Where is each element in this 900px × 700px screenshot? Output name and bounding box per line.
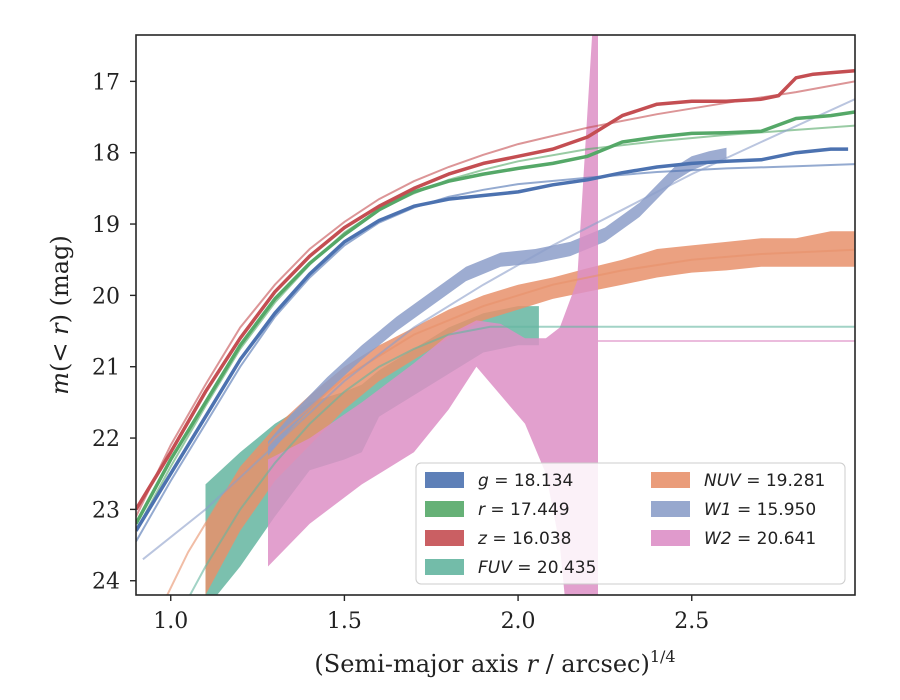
legend-label-nuv: NUV = 19.281 xyxy=(704,471,825,491)
series-layer xyxy=(136,35,855,595)
y-tick-label: 23 xyxy=(92,498,120,523)
legend-label-fuv: FUV = 20.435 xyxy=(478,558,596,578)
band-w1 xyxy=(268,147,727,456)
x-tick-label: 1.0 xyxy=(153,609,188,634)
model-line-fuv xyxy=(188,325,855,595)
legend-label-w2: W2 = 20.641 xyxy=(704,529,816,549)
plot-frame xyxy=(135,34,856,596)
y-tick-label: 21 xyxy=(92,356,120,381)
model-line-z xyxy=(136,80,855,517)
data-line-r xyxy=(136,110,855,525)
legend-swatch-fuv xyxy=(425,559,464,575)
legend-box xyxy=(415,462,846,585)
legend-swatch-nuv xyxy=(651,472,690,488)
x-axis-title: (Semi-major axis r / arcsec)1/4 xyxy=(314,647,675,678)
legend-label-r: r = 17.449 xyxy=(478,500,570,520)
y-tick-label: 24 xyxy=(92,570,120,595)
y-tick-label: 19 xyxy=(92,213,120,238)
y-tick-label: 18 xyxy=(92,142,120,167)
legend-label-g: g = 18.134 xyxy=(478,471,573,491)
legend-swatch-z xyxy=(425,530,464,546)
legend-swatch-w2 xyxy=(651,530,690,546)
x-tick-label: 1.5 xyxy=(327,609,362,634)
data-line-z xyxy=(136,68,855,511)
y-tick-label: 17 xyxy=(92,70,120,95)
y-tick-label: 22 xyxy=(92,427,120,452)
legend-swatch-g xyxy=(425,472,464,488)
legend-label-z: z = 16.038 xyxy=(477,529,571,549)
band-w2 xyxy=(268,35,598,595)
legend: g = 18.134 r = 17.449 z = 16.038 FUV = 20.4… xyxy=(415,462,846,585)
legend-swatch-w1 xyxy=(651,501,690,517)
band-nuv xyxy=(205,231,855,595)
x-tick-label: 2.5 xyxy=(674,609,709,634)
x-tick-label: 2.0 xyxy=(501,609,536,634)
axis-layer: 1.0 1.5 2.0 2.5 17 18 19 20 21 22 23 24 xyxy=(92,70,709,634)
y-tick-label: 20 xyxy=(92,284,120,309)
legend-label-w1: W1 = 15.950 xyxy=(704,500,816,520)
y-axis-title: m(< r) (mag) xyxy=(46,235,74,395)
data-line-g xyxy=(136,147,849,532)
legend-swatch-r xyxy=(425,501,464,517)
model-line-nuv xyxy=(166,248,855,595)
